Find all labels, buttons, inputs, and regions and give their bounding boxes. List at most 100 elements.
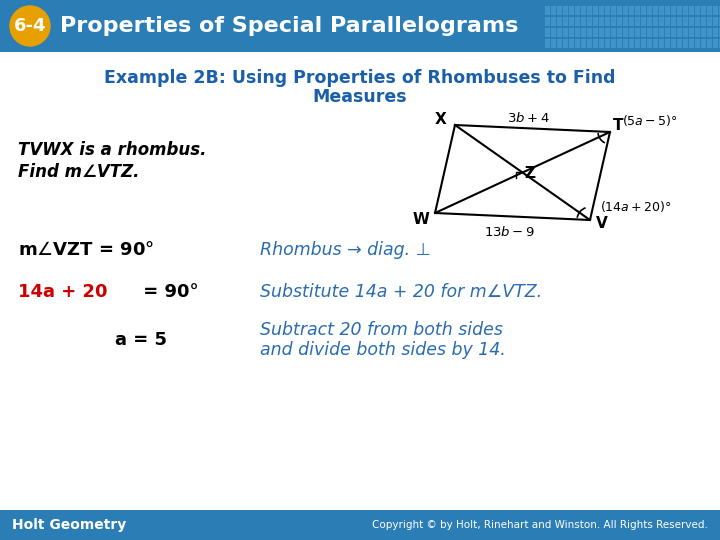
FancyBboxPatch shape — [719, 6, 720, 15]
Text: Find m∠VTZ.: Find m∠VTZ. — [18, 163, 140, 181]
FancyBboxPatch shape — [689, 6, 694, 15]
FancyBboxPatch shape — [563, 6, 568, 15]
FancyBboxPatch shape — [0, 510, 720, 540]
FancyBboxPatch shape — [677, 28, 682, 37]
FancyBboxPatch shape — [551, 39, 556, 48]
FancyBboxPatch shape — [707, 17, 712, 26]
FancyBboxPatch shape — [689, 17, 694, 26]
FancyBboxPatch shape — [665, 6, 670, 15]
FancyBboxPatch shape — [695, 28, 700, 37]
FancyBboxPatch shape — [647, 39, 652, 48]
Text: Holt Geometry: Holt Geometry — [12, 518, 126, 532]
FancyBboxPatch shape — [707, 28, 712, 37]
FancyBboxPatch shape — [659, 6, 664, 15]
Text: 6-4: 6-4 — [14, 17, 46, 35]
FancyBboxPatch shape — [563, 28, 568, 37]
FancyBboxPatch shape — [605, 17, 610, 26]
FancyBboxPatch shape — [593, 39, 598, 48]
FancyBboxPatch shape — [629, 39, 634, 48]
FancyBboxPatch shape — [683, 6, 688, 15]
FancyBboxPatch shape — [587, 28, 592, 37]
Text: Z: Z — [524, 166, 536, 181]
FancyBboxPatch shape — [635, 28, 640, 37]
Text: a = 5: a = 5 — [115, 331, 167, 349]
Text: and divide both sides by 14.: and divide both sides by 14. — [260, 341, 505, 359]
FancyBboxPatch shape — [647, 28, 652, 37]
FancyBboxPatch shape — [665, 39, 670, 48]
FancyBboxPatch shape — [719, 17, 720, 26]
FancyBboxPatch shape — [0, 0, 720, 52]
FancyBboxPatch shape — [563, 17, 568, 26]
FancyBboxPatch shape — [569, 39, 574, 48]
FancyBboxPatch shape — [659, 28, 664, 37]
FancyBboxPatch shape — [647, 6, 652, 15]
Text: Rhombus → diag. ⊥: Rhombus → diag. ⊥ — [260, 241, 431, 259]
Text: X: X — [435, 111, 447, 126]
FancyBboxPatch shape — [545, 39, 550, 48]
FancyBboxPatch shape — [653, 6, 658, 15]
FancyBboxPatch shape — [719, 28, 720, 37]
FancyBboxPatch shape — [683, 28, 688, 37]
FancyBboxPatch shape — [587, 17, 592, 26]
FancyBboxPatch shape — [551, 17, 556, 26]
FancyBboxPatch shape — [611, 28, 616, 37]
FancyBboxPatch shape — [581, 39, 586, 48]
Text: = 90°: = 90° — [137, 283, 199, 301]
Text: T: T — [613, 118, 624, 133]
FancyBboxPatch shape — [581, 6, 586, 15]
FancyBboxPatch shape — [629, 17, 634, 26]
FancyBboxPatch shape — [641, 39, 646, 48]
FancyBboxPatch shape — [659, 17, 664, 26]
FancyBboxPatch shape — [635, 6, 640, 15]
FancyBboxPatch shape — [551, 28, 556, 37]
FancyBboxPatch shape — [671, 6, 676, 15]
FancyBboxPatch shape — [611, 39, 616, 48]
FancyBboxPatch shape — [581, 17, 586, 26]
Text: Copyright © by Holt, Rinehart and Winston. All Rights Reserved.: Copyright © by Holt, Rinehart and Winsto… — [372, 520, 708, 530]
FancyBboxPatch shape — [653, 39, 658, 48]
FancyBboxPatch shape — [659, 39, 664, 48]
FancyBboxPatch shape — [707, 6, 712, 15]
FancyBboxPatch shape — [701, 17, 706, 26]
Text: $3b + 4$: $3b + 4$ — [507, 111, 549, 125]
FancyBboxPatch shape — [599, 6, 604, 15]
FancyBboxPatch shape — [569, 6, 574, 15]
FancyBboxPatch shape — [575, 39, 580, 48]
Text: W: W — [413, 212, 429, 226]
FancyBboxPatch shape — [569, 17, 574, 26]
FancyBboxPatch shape — [563, 39, 568, 48]
Text: $(14a+20)°$: $(14a+20)°$ — [600, 199, 672, 214]
FancyBboxPatch shape — [713, 17, 718, 26]
FancyBboxPatch shape — [677, 17, 682, 26]
FancyBboxPatch shape — [629, 28, 634, 37]
FancyBboxPatch shape — [545, 28, 550, 37]
FancyBboxPatch shape — [545, 6, 550, 15]
FancyBboxPatch shape — [713, 28, 718, 37]
FancyBboxPatch shape — [557, 17, 562, 26]
FancyBboxPatch shape — [617, 39, 622, 48]
FancyBboxPatch shape — [641, 6, 646, 15]
FancyBboxPatch shape — [623, 39, 628, 48]
FancyBboxPatch shape — [713, 39, 718, 48]
FancyBboxPatch shape — [701, 6, 706, 15]
FancyBboxPatch shape — [587, 6, 592, 15]
FancyBboxPatch shape — [581, 28, 586, 37]
FancyBboxPatch shape — [599, 28, 604, 37]
FancyBboxPatch shape — [605, 28, 610, 37]
FancyBboxPatch shape — [677, 6, 682, 15]
FancyBboxPatch shape — [683, 17, 688, 26]
FancyBboxPatch shape — [647, 17, 652, 26]
FancyBboxPatch shape — [593, 17, 598, 26]
Text: $(5a-5)°$: $(5a-5)°$ — [622, 112, 678, 127]
FancyBboxPatch shape — [617, 6, 622, 15]
FancyBboxPatch shape — [671, 39, 676, 48]
FancyBboxPatch shape — [617, 17, 622, 26]
FancyBboxPatch shape — [719, 39, 720, 48]
FancyBboxPatch shape — [713, 6, 718, 15]
Text: Example 2B: Using Properties of Rhombuses to Find: Example 2B: Using Properties of Rhombuse… — [104, 69, 616, 87]
FancyBboxPatch shape — [623, 17, 628, 26]
Text: m$\angle$VZT = 90°: m$\angle$VZT = 90° — [18, 241, 154, 259]
FancyBboxPatch shape — [689, 39, 694, 48]
Text: TVWX is a rhombus.: TVWX is a rhombus. — [18, 141, 207, 159]
FancyBboxPatch shape — [575, 6, 580, 15]
